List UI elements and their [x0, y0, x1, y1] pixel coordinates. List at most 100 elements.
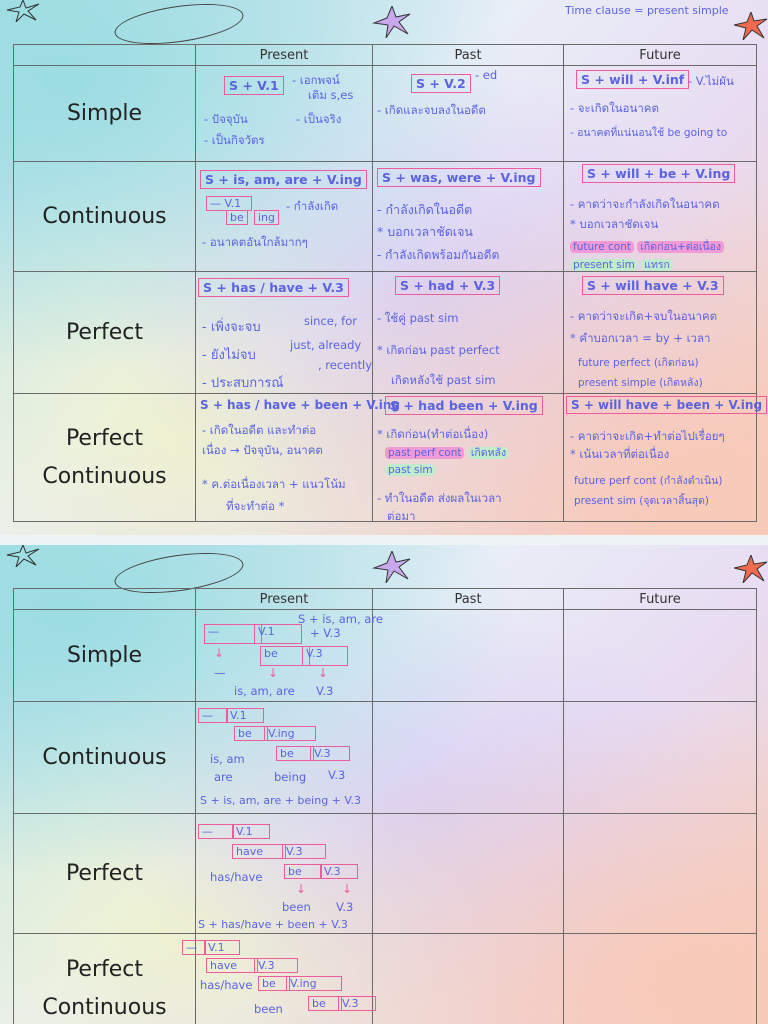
- note: - เกิดและจบลงในอดีต: [377, 103, 486, 117]
- note: * บอกเวลาชัดเจน: [570, 217, 659, 231]
- cell-continuous-past: S + was, were + V.ing - กำลังเกิดในอดีต …: [372, 161, 564, 272]
- slot: V.1: [204, 940, 240, 955]
- note: S + is, am, are: [298, 612, 383, 626]
- note: - กำลังเกิดพร้อมกันอดีต: [377, 248, 500, 262]
- cell-continuous-future: S + will + be + V.ing - คาดว่าจะกำลังเกิ…: [563, 161, 757, 273]
- slot: be: [258, 976, 290, 991]
- cell-perfcont-future: S + will have + been + V.ing - คาดว่าจะเ…: [563, 393, 768, 522]
- sparkle-icon: [6, 545, 40, 567]
- formula: S + will + V.inf: [576, 70, 690, 89]
- tense-table: Present Past Future Simple S + V.1 - เอก…: [13, 44, 768, 523]
- formula: S + had been + V.ing: [385, 396, 543, 415]
- slot: ing: [254, 210, 280, 225]
- formula: S + V.1: [224, 76, 284, 95]
- slot: V.3: [302, 646, 348, 666]
- time-clause-note: Time clause = present simple: [565, 4, 729, 17]
- row-header-line: Continuous: [42, 463, 167, 489]
- note: present sim (จุดเวลาสิ้นสุด): [574, 495, 709, 507]
- row-header-perfect: Perfect: [13, 813, 196, 934]
- cell-perfcont-present: — V.1 have V.3 has/have be V.ing been be…: [182, 933, 376, 1024]
- formula: S + has / have + V.3: [198, 278, 349, 297]
- note: - คาดว่าจะเกิด+ทำต่อไปเรื่อยๆ: [570, 429, 725, 443]
- formula: S + will have + been + V.ing: [566, 396, 768, 414]
- note: V.3: [336, 900, 354, 914]
- cell-perfcont-past: [372, 933, 564, 1024]
- arrow-down-icon: ↓: [342, 882, 353, 896]
- arrow-down-icon: ↓: [214, 646, 225, 660]
- corner-cell: [13, 44, 196, 66]
- slot: V.1: [254, 624, 302, 644]
- note: - เพิ่งจะจบ: [202, 320, 261, 335]
- cell-perfcont-past: S + had been + V.ing * เกิดก่อน(ทำต่อเนื…: [372, 393, 564, 523]
- note: past perf cont เกิดหลัง: [385, 444, 510, 461]
- note: เกิดหลังใช้ past sim: [391, 373, 496, 387]
- arrow-down-icon: ↓: [296, 882, 307, 896]
- note: present simple (เกิดหลัง): [578, 377, 703, 389]
- note: * ค.ต่อเนื่องเวลา + แนวโน้ม: [202, 477, 346, 491]
- slot: V.ing: [286, 976, 342, 991]
- column-header-present: Present: [195, 588, 373, 610]
- column-header-past: Past: [372, 44, 564, 66]
- note: been: [254, 1002, 283, 1016]
- note: future perfect (เกิดก่อน): [578, 357, 699, 369]
- note: - กำลังเกิดในอดีต: [377, 202, 473, 217]
- note: - เอกพจน์: [292, 73, 340, 87]
- column-header-future: Future: [563, 44, 757, 66]
- worksheet-page-2: Present Past Future Simple S + is, am, a…: [0, 545, 768, 1024]
- slot: be: [276, 746, 314, 761]
- note: —: [214, 666, 226, 680]
- cell-simple-present: S + V.1 - เอกพจน์ เติม s,es - ปัจจุบัน -…: [195, 65, 373, 162]
- note: - จะเกิดในอนาคต: [570, 101, 659, 115]
- row-header-line: Continuous: [42, 994, 167, 1020]
- slot: V.3: [320, 864, 358, 879]
- note: present sim แทรก: [570, 256, 673, 273]
- note: * เน้นเวลาที่ต่อเนื่อง: [570, 447, 670, 461]
- cell-simple-future: [563, 609, 757, 702]
- formula: S + will + be + V.ing: [582, 164, 736, 183]
- cell-perfect-past: S + had + V.3 - ใช้คู่ past sim * เกิดก่…: [372, 271, 564, 394]
- cell-perfect-present: S + has / have + V.3 - เพิ่งจะจบ since, …: [195, 271, 373, 394]
- note: - ใช้คู่ past sim: [377, 311, 459, 325]
- cell-perfcont-future: [563, 933, 757, 1024]
- formula: S + had + V.3: [395, 276, 501, 295]
- note: V.3: [328, 768, 346, 782]
- cell-perfect-past: [372, 813, 564, 934]
- slot: —: [198, 708, 228, 723]
- slot: V.3: [310, 746, 350, 761]
- cell-continuous-future: [563, 701, 757, 814]
- note: are: [214, 770, 233, 784]
- note: - กำลังเกิด: [286, 199, 339, 213]
- column-header-past: Past: [372, 588, 564, 610]
- slot: have: [232, 844, 286, 859]
- row-header-continuous: Continuous: [13, 161, 196, 272]
- arrow-down-icon: ↓: [318, 666, 329, 680]
- column-header-present: Present: [195, 44, 373, 66]
- note: - ทำในอดีต ส่งผลในเวลา: [377, 491, 502, 505]
- note: V.3: [316, 684, 334, 698]
- cell-perfect-present: — V.1 have V.3 be V.3 has/have ↓ ↓ been …: [195, 813, 373, 934]
- note: - คาดว่าจะกำลังเกิดในอนาคต: [570, 197, 720, 211]
- slot: be: [308, 996, 342, 1011]
- note: - ed: [475, 68, 498, 82]
- note: * บอกเวลาชัดเจน: [377, 224, 473, 239]
- note: future perf cont (กำลังดำเนิน): [574, 475, 723, 487]
- cell-simple-present: S + is, am, are + V.3 — V.1 be V.3 ↓ ↓ ↓…: [195, 609, 383, 702]
- slot: —: [204, 624, 262, 644]
- slot: V.1: [232, 824, 270, 839]
- note: - ปัจจุบัน: [204, 112, 248, 126]
- note: - เป็นจริง: [296, 112, 342, 126]
- row-header-perfect-continuous: Perfect Continuous: [13, 393, 196, 522]
- note: has/have: [200, 978, 253, 992]
- note: future cont เกิดก่อน+ต่อเนื่อง: [570, 238, 725, 255]
- formula: S + is, am, are + being + V.3: [200, 794, 361, 807]
- cell-perfcont-present: S + has / have + been + V.ing - เกิดในอด…: [195, 393, 400, 522]
- cell-simple-past: S + V.2 - ed - เกิดและจบลงในอดีต: [372, 65, 564, 162]
- slot: —: [198, 824, 234, 839]
- note: past sim: [385, 464, 436, 476]
- note: ต่อมา: [387, 509, 416, 523]
- arrow-down-icon: ↓: [268, 666, 279, 680]
- row-header-line: Perfect: [65, 425, 144, 451]
- note: - V.ไม่ผัน: [688, 74, 734, 88]
- slot: —: [182, 940, 206, 955]
- cell-continuous-past: [372, 701, 564, 814]
